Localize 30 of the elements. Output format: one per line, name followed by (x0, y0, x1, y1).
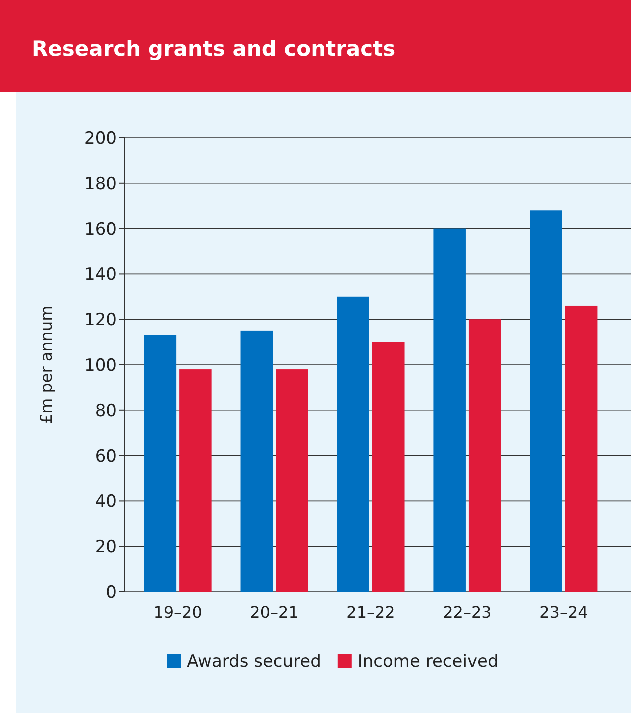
x-tick-label: 21–22 (346, 603, 396, 622)
y-tick-label: 100 (84, 356, 117, 376)
bar (276, 370, 308, 592)
bar (337, 296, 370, 592)
y-tick-label: 120 (84, 310, 117, 331)
y-tick-label: 20 (95, 538, 117, 558)
x-tick-label: 20–21 (250, 603, 299, 622)
x-tick-label: 19–20 (154, 603, 202, 622)
bar (180, 370, 212, 592)
legend-label: Awards secured (187, 652, 322, 672)
x-tick-label: 22–23 (443, 603, 492, 622)
y-tick-label: 0 (106, 582, 117, 603)
x-tick-label: 23–24 (540, 603, 588, 622)
bar (434, 228, 466, 592)
y-tick-label: 160 (84, 220, 117, 240)
bar (372, 342, 405, 592)
y-tick-label: 180 (84, 174, 117, 194)
bar (240, 330, 274, 592)
y-tick-label: 40 (95, 492, 117, 512)
y-axis-title: £m per annum (37, 306, 56, 424)
y-tick-label: 200 (84, 128, 117, 149)
bar (565, 306, 598, 592)
bar (468, 320, 502, 592)
y-tick-label: 80 (95, 401, 117, 422)
bar (144, 335, 177, 592)
chart-title: Research grants and contracts (32, 37, 396, 61)
y-tick-label: 60 (95, 446, 117, 467)
bar (530, 210, 562, 592)
legend-label: Income received (358, 652, 499, 672)
y-tick-label: 140 (84, 265, 117, 286)
